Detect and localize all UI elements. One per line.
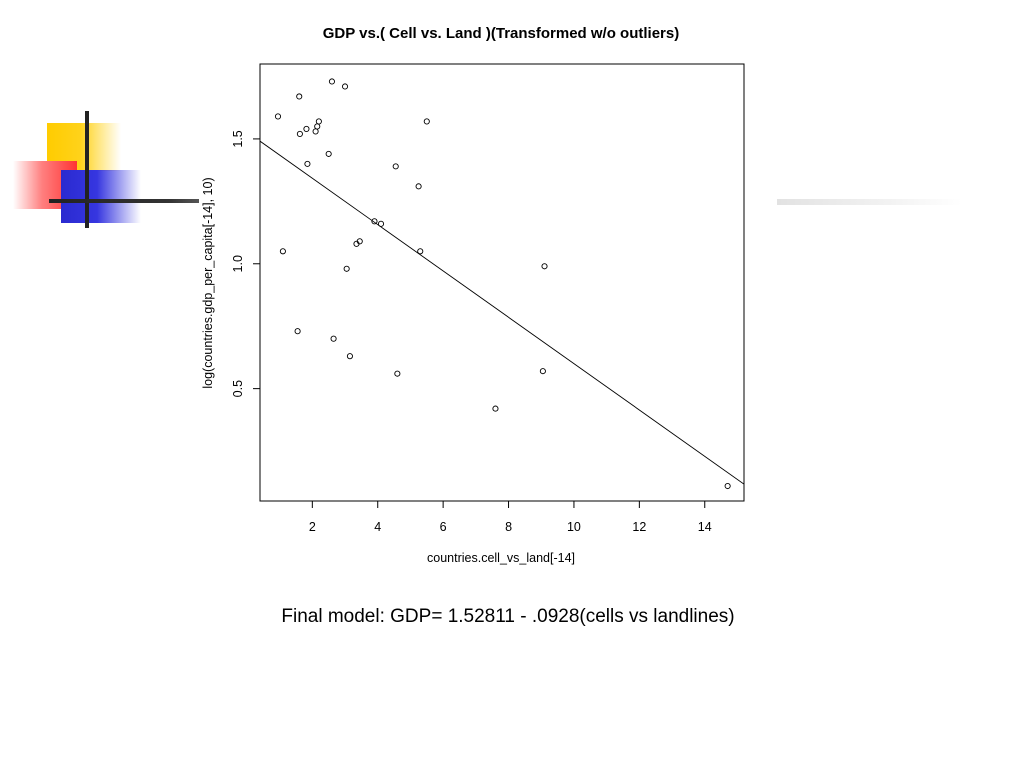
y-axis-label: log(countries.gdp_per_capita[-14], 10)	[201, 177, 215, 388]
chart-title: GDP vs.( Cell vs. Land )(Transformed w/o…	[323, 25, 679, 42]
data-point	[356, 238, 363, 245]
data-point	[314, 123, 321, 130]
data-point	[541, 263, 548, 270]
data-point	[312, 128, 319, 135]
plot-frame	[259, 63, 745, 502]
data-point	[492, 405, 499, 412]
decorative-vertical-line	[85, 111, 89, 228]
data-point	[394, 370, 401, 377]
data-point	[377, 220, 385, 227]
x-axis: 2 4 6 8 10 12 14	[309, 501, 712, 534]
data-point	[315, 118, 322, 125]
x-axis-label: countries.cell_vs_land[-14]	[427, 551, 575, 565]
data-point	[328, 78, 335, 85]
data-point	[539, 368, 546, 375]
regression-line-group	[260, 140, 744, 485]
data-point	[330, 335, 337, 342]
data-point	[296, 130, 303, 137]
decorative-horizontal-line	[49, 199, 199, 203]
data-point	[346, 353, 353, 360]
model-caption: Final model: GDP= 1.52811 - .0928(cells …	[281, 606, 735, 627]
data-point	[303, 125, 310, 132]
data-point	[415, 183, 422, 190]
y-tick-label: 1.0	[231, 255, 245, 272]
x-tick-label: 6	[440, 520, 447, 534]
x-tick-label: 12	[632, 520, 646, 534]
data-point	[417, 248, 424, 255]
data-point	[341, 83, 349, 90]
data-point	[274, 113, 282, 120]
x-tick-label: 14	[698, 520, 712, 534]
scatter-chart: GDP vs.( Cell vs. Land )(Transformed w/o…	[201, 25, 745, 565]
data-point	[724, 482, 731, 490]
data-point	[279, 248, 286, 255]
data-point	[343, 265, 350, 272]
x-tick-label: 4	[374, 520, 381, 534]
decorative-fade-line	[777, 199, 962, 205]
data-point	[304, 160, 311, 167]
regression-line	[260, 140, 744, 485]
y-tick-label: 0.5	[231, 380, 245, 397]
y-axis: 0.5 1.0 1.5	[231, 130, 260, 397]
x-tick-label: 8	[505, 520, 512, 534]
data-points	[274, 78, 731, 490]
data-point	[392, 163, 399, 170]
data-point	[294, 328, 301, 335]
decorative-blue-square	[61, 170, 141, 223]
data-point	[371, 218, 378, 225]
data-point	[296, 93, 303, 100]
y-tick-label: 1.5	[231, 130, 245, 147]
x-tick-label: 10	[567, 520, 581, 534]
data-point	[423, 118, 430, 125]
x-tick-label: 2	[309, 520, 316, 534]
data-point	[325, 150, 332, 157]
